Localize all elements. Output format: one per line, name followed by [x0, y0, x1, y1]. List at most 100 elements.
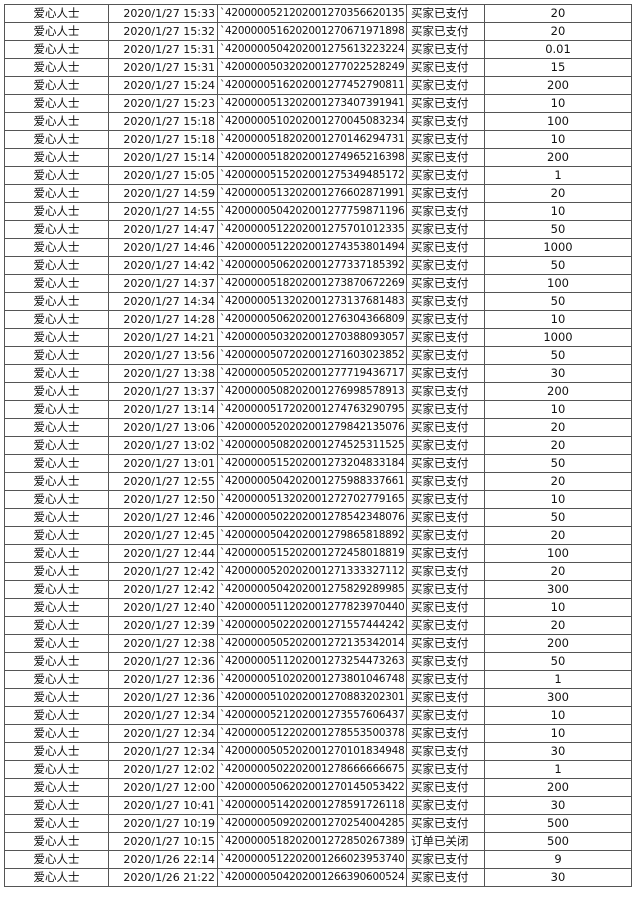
amount-cell: 10	[484, 94, 632, 113]
order-status-cell: 买家已支付	[406, 814, 485, 833]
transaction-id-cell: `4200000510202001270045083234	[217, 112, 407, 131]
transaction-id-cell: `4200000512202001266023953740	[217, 850, 407, 869]
amount-cell: 1	[484, 166, 632, 185]
order-status-cell: 买家已支付	[406, 238, 485, 257]
donor-name-cell: 爱心人士	[4, 724, 109, 743]
transaction-id-cell: `4200000513202001273137681483	[217, 292, 407, 311]
order-status-cell: 买家已支付	[406, 184, 485, 203]
table-row: 爱心人士 2020/1/27 15:14 `42000005182020012749…	[4, 148, 632, 167]
order-status-cell: 买家已支付	[406, 346, 485, 365]
transaction-id-cell: `4200000513202001272702779165	[217, 490, 407, 509]
transaction-id-cell: `4200000503202001270388093057	[217, 328, 407, 347]
table-row: 爱心人士 2020/1/27 12:34 `42000005122020012785…	[4, 724, 632, 743]
transaction-id-cell: `4200000510202001270883202301	[217, 688, 407, 707]
donor-name-cell: 爱心人士	[4, 868, 109, 887]
table-row: 爱心人士 2020/1/27 15:18 `42000005102020012700…	[4, 112, 632, 131]
payment-time-cell: 2020/1/27 13:56	[108, 346, 218, 365]
donor-name-cell: 爱心人士	[4, 616, 109, 635]
amount-cell: 10	[484, 706, 632, 725]
order-status-cell: 买家已支付	[406, 724, 485, 743]
donor-name-cell: 爱心人士	[4, 256, 109, 275]
payment-time-cell: 2020/1/27 15:31	[108, 58, 218, 77]
order-status-cell: 买家已支付	[406, 166, 485, 185]
amount-cell: 9	[484, 850, 632, 869]
order-status-cell: 买家已支付	[406, 508, 485, 527]
table-row: 爱心人士 2020/1/27 12:34 `42000005052020012701…	[4, 742, 632, 761]
donor-name-cell: 爱心人士	[4, 58, 109, 77]
order-status-cell: 买家已支付	[406, 328, 485, 347]
table-row: 爱心人士 2020/1/27 13:02 `42000005082020012745…	[4, 436, 632, 455]
table-row: 爱心人士 2020/1/27 12:02 `42000005022020012786…	[4, 760, 632, 779]
order-status-cell: 买家已支付	[406, 418, 485, 437]
table-row: 爱心人士 2020/1/27 13:06 `42000005202020012798…	[4, 418, 632, 437]
amount-cell: 50	[484, 220, 632, 239]
table-row: 爱心人士 2020/1/27 12:46 `42000005022020012785…	[4, 508, 632, 527]
donor-name-cell: 爱心人士	[4, 4, 109, 23]
table-row: 爱心人士 2020/1/27 15:32 `42000005162020012706…	[4, 22, 632, 41]
transaction-id-cell: `4200000514202001278591726118	[217, 796, 407, 815]
amount-cell: 20	[484, 184, 632, 203]
table-row: 爱心人士 2020/1/27 13:14 `42000005172020012747…	[4, 400, 632, 419]
table-row: 爱心人士 2020/1/27 15:31 `42000005032020012770…	[4, 58, 632, 77]
order-status-cell: 买家已支付	[406, 652, 485, 671]
donor-name-cell: 爱心人士	[4, 292, 109, 311]
donor-name-cell: 爱心人士	[4, 418, 109, 437]
order-status-cell: 买家已支付	[406, 796, 485, 815]
payment-time-cell: 2020/1/27 15:24	[108, 76, 218, 95]
donor-name-cell: 爱心人士	[4, 22, 109, 41]
order-status-cell: 买家已支付	[406, 130, 485, 149]
amount-cell: 200	[484, 76, 632, 95]
table-row: 爱心人士 2020/1/27 12:36 `42000005112020012732…	[4, 652, 632, 671]
transaction-id-cell: `4200000513202001276602871991	[217, 184, 407, 203]
table-row: 爱心人士 2020/1/27 14:46 `42000005122020012743…	[4, 238, 632, 257]
order-status-cell: 买家已支付	[406, 580, 485, 599]
donor-name-cell: 爱心人士	[4, 742, 109, 761]
donor-name-cell: 爱心人士	[4, 688, 109, 707]
donor-name-cell: 爱心人士	[4, 670, 109, 689]
payment-time-cell: 2020/1/27 12:50	[108, 490, 218, 509]
table-row: 爱心人士 2020/1/27 12:00 `42000005062020012701…	[4, 778, 632, 797]
amount-cell: 0.01	[484, 40, 632, 59]
table-row: 爱心人士 2020/1/27 14:21 `42000005032020012703…	[4, 328, 632, 347]
donor-name-cell: 爱心人士	[4, 364, 109, 383]
transaction-id-cell: `4200000511202001273254473263	[217, 652, 407, 671]
payment-time-cell: 2020/1/27 13:37	[108, 382, 218, 401]
donor-name-cell: 爱心人士	[4, 706, 109, 725]
order-status-cell: 买家已支付	[406, 274, 485, 293]
table-row: 爱心人士 2020/1/27 15:33 `42000005212020012703…	[4, 4, 632, 23]
transaction-id-cell: `4200000520202001279842135076	[217, 418, 407, 437]
order-status-cell: 买家已支付	[406, 742, 485, 761]
table-row: 爱心人士 2020/1/27 12:50 `42000005132020012727…	[4, 490, 632, 509]
order-status-cell: 买家已支付	[406, 472, 485, 491]
order-status-cell: 买家已支付	[406, 148, 485, 167]
order-status-cell: 买家已支付	[406, 58, 485, 77]
table-row: 爱心人士 2020/1/27 12:40 `42000005112020012778…	[4, 598, 632, 617]
donor-name-cell: 爱心人士	[4, 544, 109, 563]
table-row: 爱心人士 2020/1/27 10:41 `42000005142020012785…	[4, 796, 632, 815]
transaction-id-cell: `4200000512202001278553500378	[217, 724, 407, 743]
table-row: 爱心人士 2020/1/27 13:56 `42000005072020012716…	[4, 346, 632, 365]
donor-name-cell: 爱心人士	[4, 148, 109, 167]
payment-time-cell: 2020/1/27 12:34	[108, 742, 218, 761]
amount-cell: 30	[484, 364, 632, 383]
payment-time-cell: 2020/1/27 12:39	[108, 616, 218, 635]
amount-cell: 1000	[484, 328, 632, 347]
amount-cell: 1000	[484, 238, 632, 257]
payment-time-cell: 2020/1/27 13:02	[108, 436, 218, 455]
transaction-id-cell: `4200000517202001274763290795	[217, 400, 407, 419]
transaction-id-cell: `4200000504202001279865818892	[217, 526, 407, 545]
amount-cell: 30	[484, 796, 632, 815]
amount-cell: 50	[484, 292, 632, 311]
amount-cell: 100	[484, 274, 632, 293]
table-row: 爱心人士 2020/1/27 14:47 `42000005122020012757…	[4, 220, 632, 239]
amount-cell: 15	[484, 58, 632, 77]
amount-cell: 10	[484, 490, 632, 509]
amount-cell: 200	[484, 778, 632, 797]
payment-time-cell: 2020/1/27 14:46	[108, 238, 218, 257]
order-status-cell: 买家已支付	[406, 688, 485, 707]
order-status-cell: 买家已支付	[406, 4, 485, 23]
payment-time-cell: 2020/1/27 12:36	[108, 688, 218, 707]
donor-name-cell: 爱心人士	[4, 454, 109, 473]
transaction-id-cell: `4200000505202001277719436717	[217, 364, 407, 383]
transaction-id-cell: `4200000516202001277452790811	[217, 76, 407, 95]
